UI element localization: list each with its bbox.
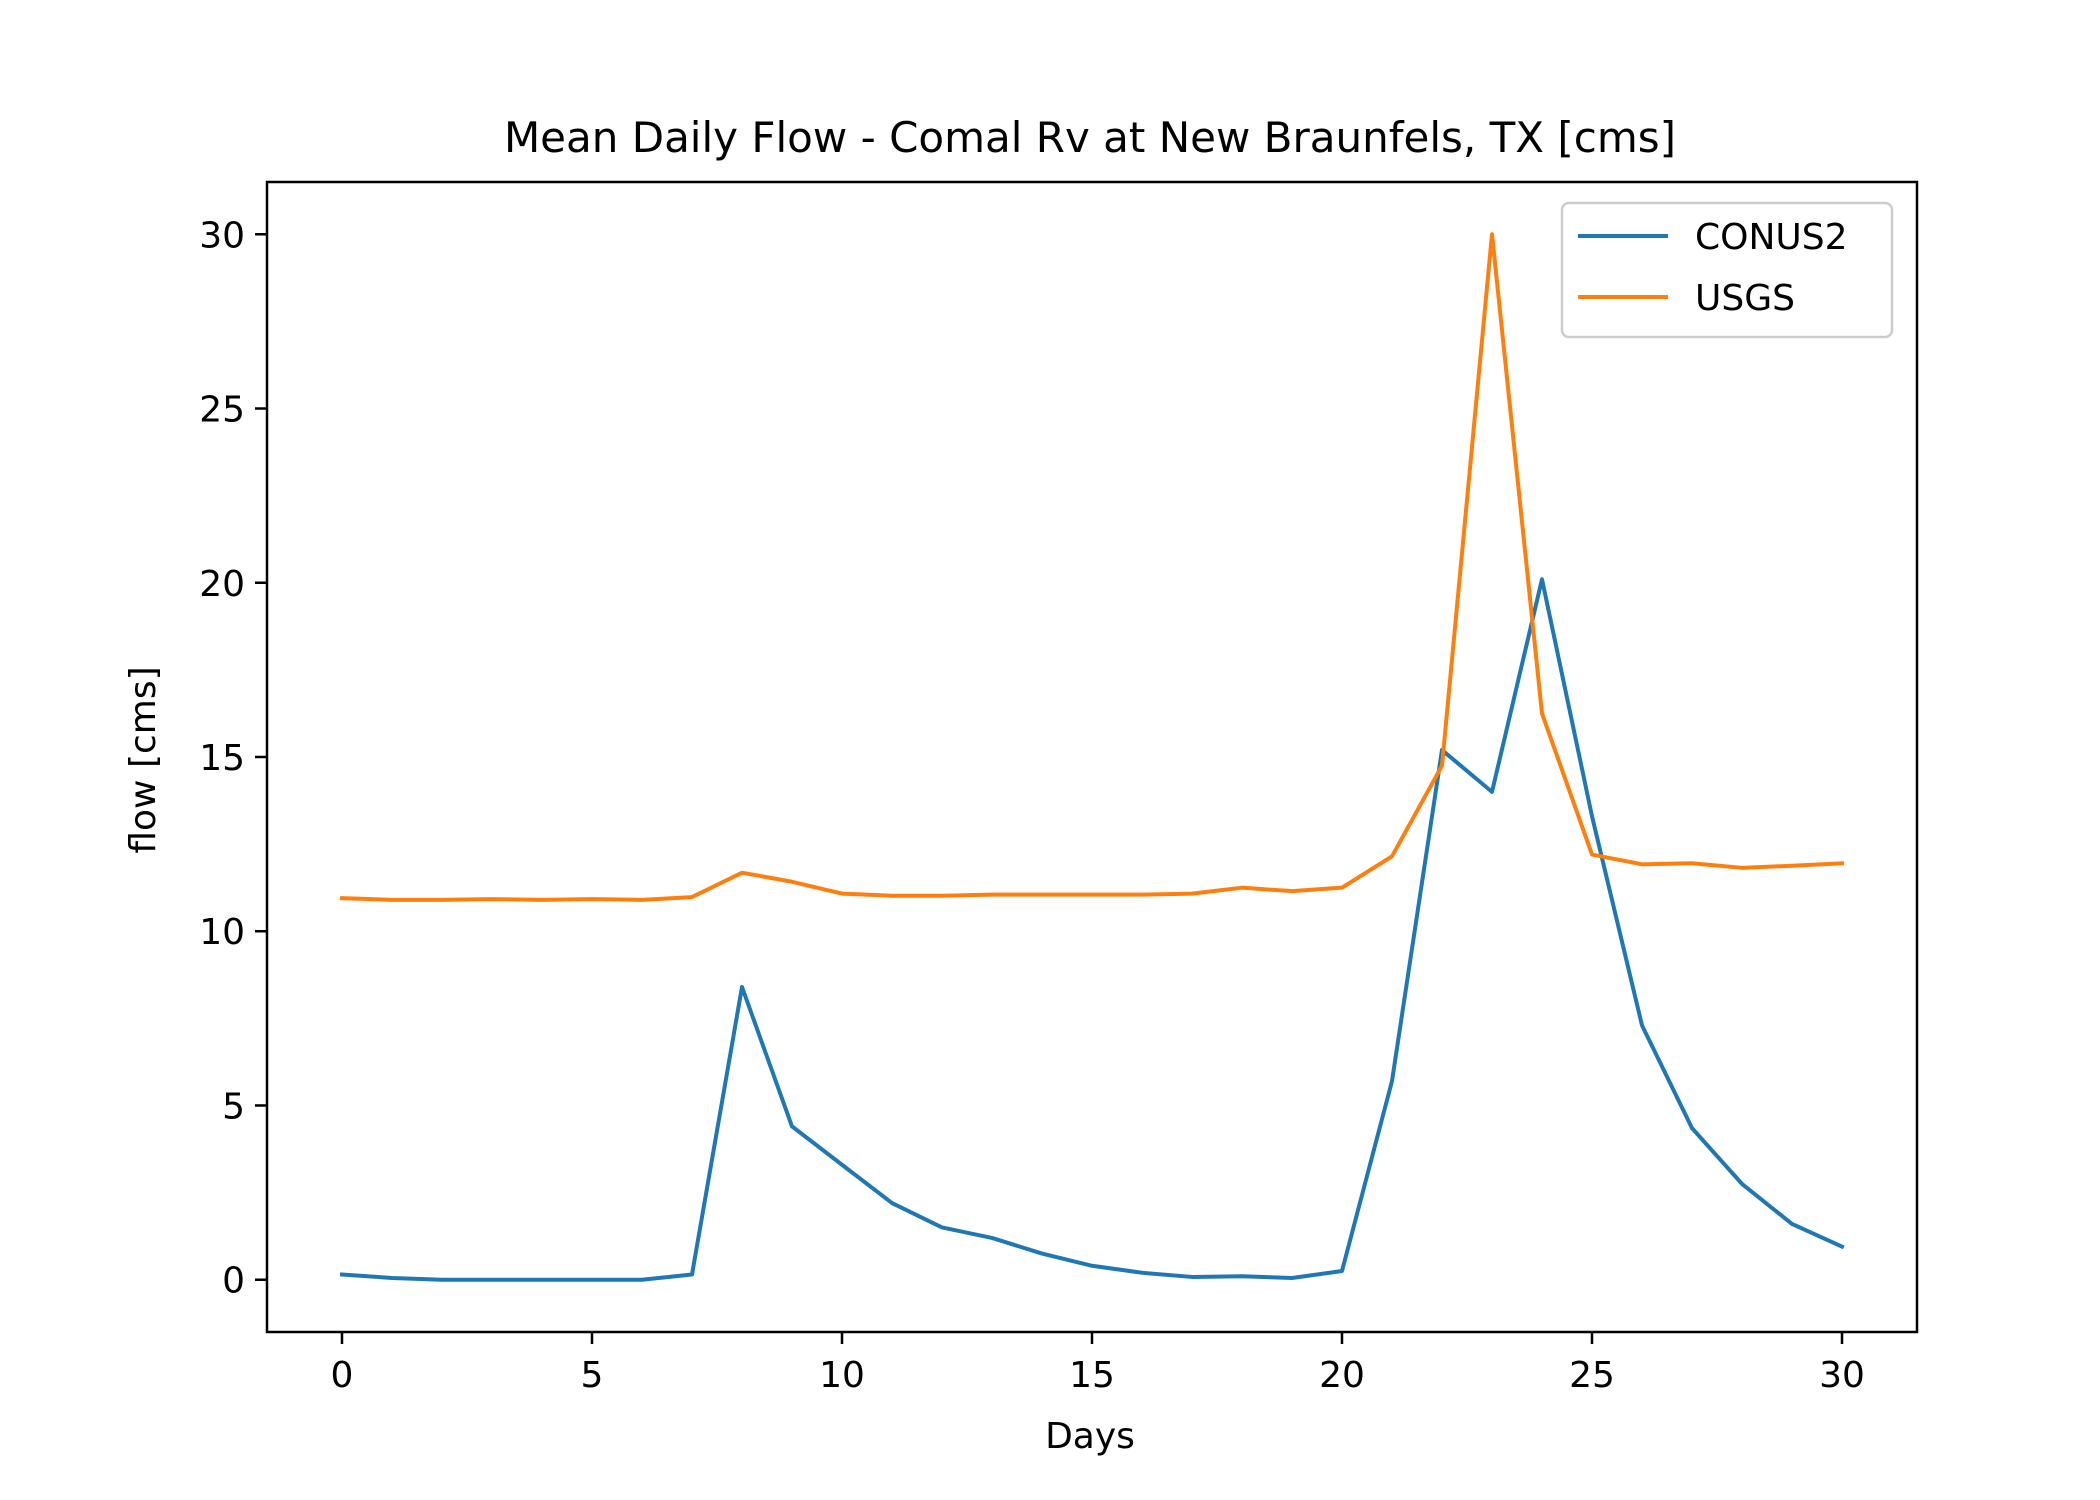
legend-label-usgs: USGS	[1695, 278, 1795, 319]
plot-frame	[265, 180, 1919, 1334]
x-tick-label: 30	[1819, 1355, 1865, 1396]
x-tick-label: 5	[581, 1355, 604, 1396]
y-tick-label: 5	[222, 1086, 245, 1127]
y-tick-label: 10	[199, 912, 245, 953]
series-line-conus2	[339, 577, 1845, 1282]
axes-ticks: 0 5 10 15 20 25 30 0 5 10 15 20 25 30	[199, 215, 1865, 1396]
x-tick-label: 25	[1569, 1355, 1615, 1396]
x-tick-label: 10	[819, 1355, 865, 1396]
x-tick-label: 20	[1319, 1355, 1365, 1396]
series-lines	[339, 232, 1845, 1282]
y-tick-label: 0	[222, 1261, 245, 1302]
series-line-usgs	[339, 232, 1845, 902]
y-tick-label: 25	[199, 390, 245, 431]
y-tick-label: 30	[199, 215, 245, 256]
x-axis-label: Days	[1045, 1416, 1135, 1457]
legend-label-conus2: CONUS2	[1695, 217, 1848, 258]
y-tick-label: 20	[199, 564, 245, 605]
y-axis-label: flow [cms]	[123, 666, 164, 853]
x-tick-label: 0	[331, 1355, 354, 1396]
chart-title: Mean Daily Flow - Comal Rv at New Braunf…	[504, 113, 1676, 162]
legend: CONUS2 USGS	[1560, 201, 1894, 339]
y-tick-label: 15	[199, 738, 245, 779]
x-tick-label: 15	[1069, 1355, 1115, 1396]
